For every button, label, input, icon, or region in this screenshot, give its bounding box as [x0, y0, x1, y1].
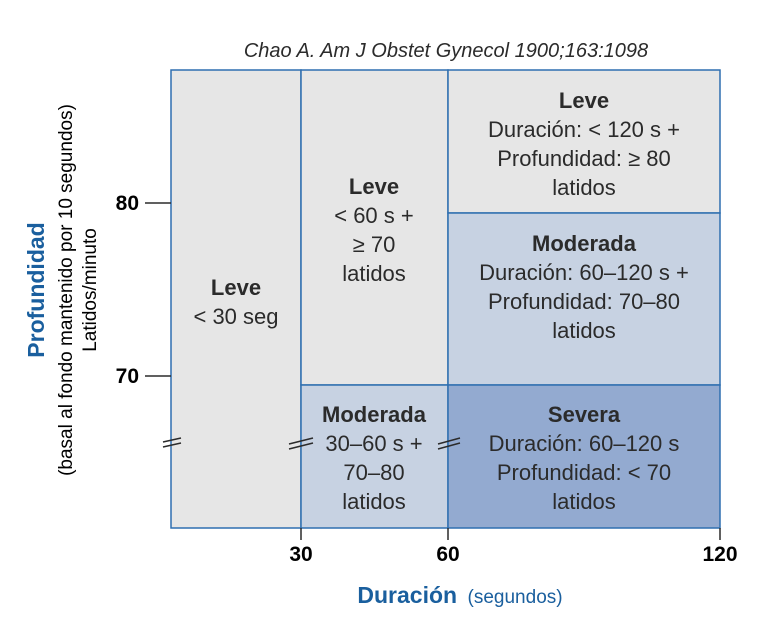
cell-severity-label: Moderada [322, 402, 427, 427]
cell-severa-60-120-bg [447, 384, 721, 529]
cell-criteria-line: Profundidad: ≥ 80 [497, 146, 671, 171]
y-tick-80-label: 80 [116, 192, 139, 215]
cell-criteria-line: latidos [552, 489, 616, 514]
cell-criteria-line: 30–60 s + [325, 431, 422, 456]
cell-criteria-line: Duración: < 120 s + [488, 117, 680, 142]
cell-leve-under-30-bg [170, 69, 302, 529]
cell-criteria-line: Profundidad: 70–80 [488, 289, 680, 314]
cell-severity-label: Severa [548, 402, 621, 427]
cell-criteria-line: latidos [342, 261, 406, 286]
y-axis-subtitle: (basal al fondo mantenido por 10 segundo… [56, 104, 77, 476]
y-tick-70-label: 70 [116, 365, 139, 388]
cell-severity-label: Leve [211, 275, 261, 300]
cell-criteria-line: latidos [552, 318, 616, 343]
x-tick-120-label: 120 [702, 543, 737, 566]
cell-severity-label: Moderada [532, 231, 637, 256]
x-tick-30-label: 30 [289, 543, 312, 566]
cell-criteria-line: < 30 seg [193, 304, 278, 329]
cell-criteria-line: latidos [342, 489, 406, 514]
cell-moderada-30-60-bg [300, 384, 449, 529]
axis-break-marks [162, 437, 461, 450]
cell-criteria-line: Duración: 60–120 s [489, 431, 680, 456]
cell-leve-30-60-label: Leve < 60 s + ≥ 70 latidos [334, 174, 414, 286]
y-axis-unit: Latidos/minuto [80, 228, 101, 352]
cell-leve-60-120-label: Leve Duración: < 120 s + Profundidad: ≥ 80… [488, 88, 680, 200]
cell-criteria-line: Profundidad: < 70 [497, 460, 671, 485]
cell-moderada-60-120-label: Moderada Duración: 60–120 s + Profundidad:… [479, 231, 689, 343]
citation-text: Chao A. Am J Obstet Gynecol 1900;163:109… [244, 40, 648, 62]
cell-criteria-line: 70–80 [343, 460, 404, 485]
cell-severity-label: Leve [559, 88, 609, 113]
cell-leve-60-120-bg [447, 69, 721, 214]
y-axis-title: Profundidad [23, 222, 49, 357]
cell-criteria-line: < 60 s + [334, 203, 414, 228]
x-axis-title: Duración [357, 582, 457, 608]
cell-criteria-line: ≥ 70 [353, 232, 396, 257]
x-axis-unit: (segundos) [468, 587, 563, 608]
x-axis-title-block: Duración (segundos) [357, 582, 562, 608]
cell-severa-60-120-label: Severa Duración: 60–120 s Profundidad: < 7… [489, 402, 680, 514]
cell-leve-under-30-label: Leve < 30 seg [193, 275, 278, 329]
cell-criteria-line: Duración: 60–120 s + [479, 260, 689, 285]
cell-criteria-line: latidos [552, 175, 616, 200]
y-axis-title-block: Profundidad [23, 222, 49, 357]
x-tick-60-label: 60 [436, 543, 459, 566]
cell-leve-30-60-bg [300, 69, 449, 386]
cell-moderada-60-120-bg [447, 212, 721, 386]
cell-severity-label: Leve [349, 174, 399, 199]
cell-moderada-30-60-label: Moderada 30–60 s + 70–80 latidos [322, 402, 427, 514]
